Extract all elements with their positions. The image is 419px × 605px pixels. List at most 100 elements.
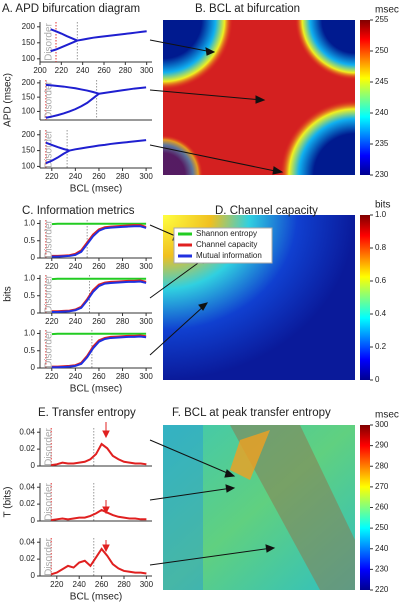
line xyxy=(45,149,70,165)
y-tick-label: 0 xyxy=(31,571,36,580)
x-tick-label: 260 xyxy=(97,66,111,75)
y-tick-label: 0.5 xyxy=(24,291,36,300)
legend-label: Mutual information xyxy=(196,251,262,260)
x-tick-label: 220 xyxy=(45,317,59,326)
annotation: Disorder xyxy=(44,482,55,520)
legend-label: Shannon entropy xyxy=(196,229,257,238)
line xyxy=(50,28,78,42)
colorbar xyxy=(360,215,370,380)
colorbar-label: bits xyxy=(375,200,391,211)
x-axis-label: BCL (msec) xyxy=(70,384,122,395)
y-tick-label: 0.04 xyxy=(19,427,35,436)
y-tick-label: 150 xyxy=(22,38,36,47)
x-tick-label: 220 xyxy=(55,66,69,75)
y-tick-label: 1.0 xyxy=(24,329,36,338)
colorbar-tick-label: 270 xyxy=(375,482,389,491)
line xyxy=(50,547,147,576)
colorbar-tick-label: 230 xyxy=(375,170,389,179)
x-tick-label: 300 xyxy=(139,372,153,381)
y-tick-label: 150 xyxy=(22,146,36,155)
x-tick-label: 300 xyxy=(139,317,153,326)
annotation: Disorder xyxy=(44,80,55,118)
y-axis-label: APD (msec) xyxy=(3,73,14,127)
x-tick-label: 300 xyxy=(139,262,153,271)
y-tick-label: 0 xyxy=(31,363,36,372)
x-tick-label: 280 xyxy=(119,66,133,75)
colorbar-tick-label: 240 xyxy=(375,108,389,117)
colorbar-tick-label: 260 xyxy=(375,503,389,512)
x-tick-label: 280 xyxy=(116,372,130,381)
colorbar-tick-label: 230 xyxy=(375,564,389,573)
y-tick-label: 200 xyxy=(22,22,36,31)
x-tick-label: 220 xyxy=(45,372,59,381)
y-tick-label: 0.5 xyxy=(24,236,36,245)
y-tick-label: 200 xyxy=(22,78,36,87)
x-tick-label: 240 xyxy=(69,172,83,181)
colorbar-tick-label: 255 xyxy=(375,15,389,24)
y-tick-label: 0.04 xyxy=(19,537,35,546)
heatmap-b xyxy=(163,20,355,175)
x-tick-label: 240 xyxy=(69,317,83,326)
y-tick-label: 0 xyxy=(31,253,36,262)
line xyxy=(51,442,147,467)
x-tick-label: 200 xyxy=(33,66,47,75)
x-tick-label: 280 xyxy=(117,580,131,589)
chart-title: D. Channel capacity xyxy=(215,205,318,217)
heatmap-f xyxy=(163,425,355,590)
x-tick-label: 220 xyxy=(45,172,59,181)
colorbar-tick-label: 235 xyxy=(375,139,389,148)
line xyxy=(51,334,147,368)
y-tick-label: 0.02 xyxy=(19,444,35,453)
colorbar-tick-label: 250 xyxy=(375,46,389,55)
colorbar-tick-label: 0.4 xyxy=(375,309,387,318)
chart-title: E. Transfer entropy xyxy=(38,407,136,419)
colorbar-label: msec xyxy=(375,5,399,16)
line xyxy=(45,83,100,95)
x-tick-label: 240 xyxy=(76,66,90,75)
x-tick-label: 240 xyxy=(69,262,83,271)
y-tick-label: 0 xyxy=(31,461,36,470)
x-tick-label: 240 xyxy=(73,580,87,589)
x-axis-label: BCL (msec) xyxy=(70,184,122,195)
y-tick-label: 200 xyxy=(22,130,36,139)
chart-title: F. BCL at peak transfer entropy xyxy=(172,407,331,419)
colorbar xyxy=(360,425,370,590)
y-tick-label: 100 xyxy=(22,162,36,171)
line xyxy=(51,225,147,258)
colorbar-tick-label: 0.2 xyxy=(375,342,387,351)
annotation: Disorder xyxy=(44,219,55,257)
colorbar-tick-label: 280 xyxy=(375,461,389,470)
colorbar-tick-label: 300 xyxy=(375,420,389,429)
line xyxy=(51,280,147,313)
x-tick-label: 300 xyxy=(140,580,154,589)
x-tick-label: 300 xyxy=(139,172,153,181)
x-tick-label: 280 xyxy=(116,262,130,271)
y-tick-label: 100 xyxy=(22,107,36,116)
colorbar-tick-label: 1.0 xyxy=(375,210,387,219)
line xyxy=(45,92,100,119)
peak-arrows xyxy=(102,422,110,553)
line xyxy=(51,335,147,369)
colorbar-tick-label: 290 xyxy=(375,441,389,450)
annotation: Disorder xyxy=(44,22,55,60)
colorbar xyxy=(360,20,370,175)
y-tick-label: 0.02 xyxy=(19,499,35,508)
line xyxy=(51,508,147,522)
y-axis-label: bits xyxy=(3,286,14,302)
colorbar-tick-label: 0.6 xyxy=(375,276,387,285)
x-tick-label: 260 xyxy=(92,262,106,271)
line xyxy=(45,141,70,152)
y-tick-label: 1.0 xyxy=(24,274,36,283)
colorbar-label: msec xyxy=(375,410,399,421)
colorbar-tick-label: 220 xyxy=(375,585,389,594)
x-tick-label: 260 xyxy=(92,172,106,181)
line xyxy=(77,30,147,42)
legend-label: Channel capacity xyxy=(196,240,257,249)
line xyxy=(69,139,147,152)
x-tick-label: 220 xyxy=(50,580,64,589)
line xyxy=(50,39,78,53)
colorbar-tick-label: 245 xyxy=(375,77,389,86)
y-tick-label: 0 xyxy=(31,516,36,525)
chart-title: B. BCL at bifurcation xyxy=(195,3,300,15)
